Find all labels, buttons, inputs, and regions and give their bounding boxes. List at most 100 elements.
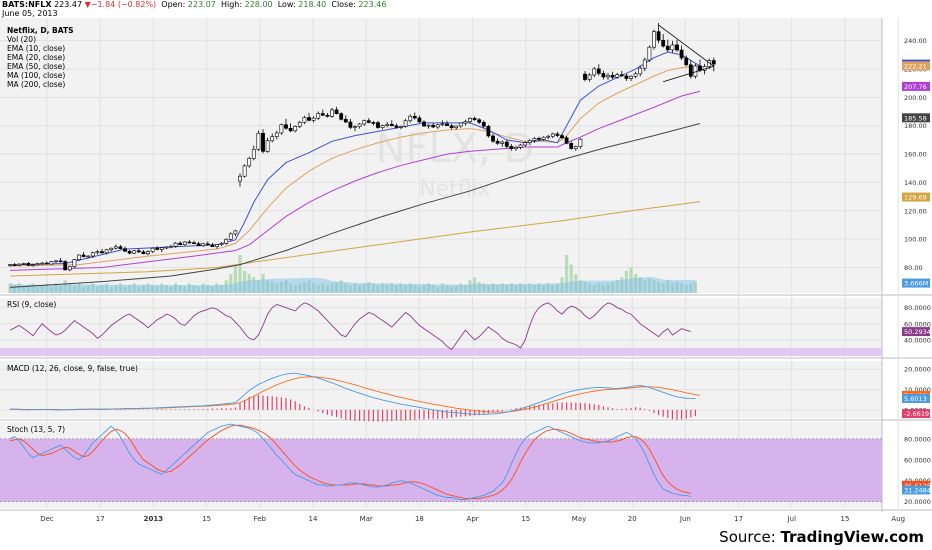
candle-body (445, 123, 449, 127)
candle-body (146, 251, 150, 255)
candle-body (403, 120, 408, 127)
candle-body (178, 242, 183, 245)
price-tick-label: 160.00 (904, 151, 927, 159)
candle-body (17, 263, 22, 266)
chart-header: BATS:NFLX 223.47 ▼−1.84 (−0.82%) Open: 2… (2, 0, 386, 10)
candle-body (523, 142, 528, 146)
macd-tick-label: 10.0000 (904, 386, 931, 394)
candle-body (100, 251, 104, 254)
stoch-title[interactable]: Stoch (13, 5, 7) (7, 425, 66, 434)
candle-body (684, 57, 689, 66)
candle-body (8, 264, 12, 266)
x-tick-label: 15 (841, 515, 850, 523)
candle-body (458, 122, 463, 127)
high-label: High: (220, 0, 243, 9)
candle-body (196, 243, 201, 247)
price-tick-label: 240.00 (904, 37, 927, 45)
x-tick-label: Jun (679, 515, 691, 523)
candle-body (242, 165, 247, 177)
candle-body (192, 242, 196, 244)
candle-body (532, 138, 537, 141)
candle-body (596, 68, 601, 74)
candle-body (629, 75, 633, 79)
ma200-line (9, 201, 701, 277)
price-label-box (902, 278, 930, 288)
macd-line (9, 372, 696, 415)
x-tick-label: 17 (96, 515, 105, 523)
candle-body (334, 109, 339, 114)
price-label-text: 129.69 (904, 194, 927, 202)
candle-body (31, 264, 35, 267)
candle-body (642, 59, 647, 69)
low-value: 218.40 (298, 0, 327, 9)
stoch-last-box (902, 480, 930, 490)
candle-body (366, 120, 371, 123)
candle-body (647, 46, 652, 61)
candle-body (527, 140, 532, 143)
candle-body (541, 136, 546, 140)
candle-body (665, 45, 670, 51)
candle-body (132, 250, 137, 254)
candle-body (26, 263, 31, 266)
candle-body (67, 266, 72, 271)
study-ma100[interactable]: MA (100, close) (7, 71, 66, 80)
candle-body (698, 65, 702, 71)
rsi-title[interactable]: RSI (9, close) (7, 300, 57, 309)
candle-body (54, 260, 58, 263)
candle-body (431, 124, 436, 128)
price-label-text: 3.666M (904, 280, 928, 288)
candle-body (288, 127, 293, 132)
stoch-band (0, 438, 882, 502)
candle-body (440, 123, 445, 126)
source-credit: Source: TradingView.com (719, 528, 924, 546)
macd-last-box (902, 409, 930, 419)
candle-body (583, 73, 587, 80)
study-ema50[interactable]: EMA (50, close) (7, 62, 66, 71)
triangle-drawing (658, 24, 715, 83)
candle-body (670, 44, 675, 51)
candle-body (693, 65, 698, 77)
close-label: Close: (331, 0, 356, 9)
candle-body (325, 114, 330, 117)
macd-title[interactable]: MACD (12, 26, close, 9, false, true) (7, 364, 138, 373)
price-label-box (902, 81, 930, 91)
candle-body (210, 244, 215, 247)
price-tick-label: 100.00 (904, 236, 927, 244)
volume-bar (233, 264, 237, 293)
stoch-d-line (9, 424, 691, 500)
price-label-box (902, 113, 930, 123)
price-label-box (902, 61, 930, 71)
study-ma200[interactable]: MA (200, close) (7, 80, 66, 89)
candle-body (90, 252, 95, 257)
rsi-band (0, 347, 882, 356)
candle-body (624, 75, 629, 79)
x-tick-label: 15 (521, 515, 530, 523)
volume-bar (565, 255, 569, 293)
source-prefix: Source: (719, 528, 781, 546)
candle-body (578, 138, 583, 147)
study-vol[interactable]: Vol (20) (7, 35, 37, 44)
candle-body (546, 135, 551, 138)
volume-bar (229, 274, 233, 293)
price-tick-label: 80.00 (904, 264, 923, 272)
candle-body (422, 121, 426, 127)
study-ema10[interactable]: EMA (10, close) (7, 44, 66, 53)
candle-body (454, 125, 459, 129)
candle-body (95, 251, 100, 254)
candle-body (201, 243, 206, 247)
stoch-last-box (902, 485, 930, 495)
candle-body (44, 262, 49, 265)
candle-body (518, 144, 523, 148)
candle-body (675, 44, 679, 51)
candle-body (606, 74, 610, 78)
low-label: Low: (277, 0, 296, 9)
stoch-k-line (9, 423, 691, 501)
source-brand: TradingView.com (780, 528, 924, 546)
x-tick-label: May (572, 515, 586, 523)
candle-body (339, 113, 344, 120)
study-ema20[interactable]: EMA (20, close) (7, 53, 66, 62)
candle-body (371, 122, 376, 124)
candle-body (619, 74, 624, 77)
rsi-last-box (902, 327, 930, 337)
